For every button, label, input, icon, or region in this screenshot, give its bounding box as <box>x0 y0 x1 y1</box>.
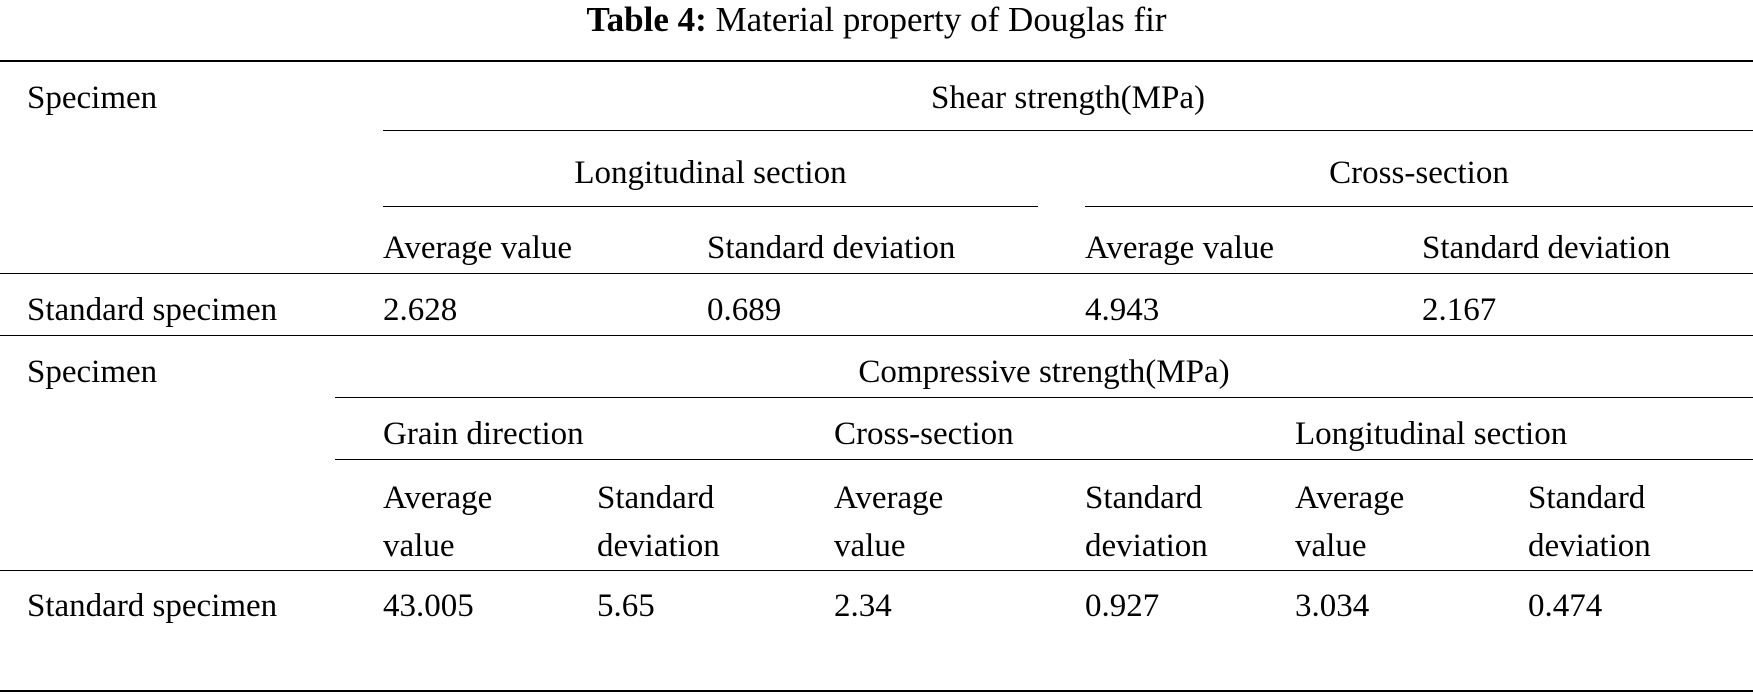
compressive-section-rule <box>335 459 1753 460</box>
shear-section-longitudinal: Longitudinal section <box>574 155 847 191</box>
shear-cell-3: 4.943 <box>1085 292 1160 328</box>
shear-section-rule-cross <box>1085 206 1753 207</box>
compressive-section-cross: Cross-section <box>834 416 1014 452</box>
compressive-row-label: Standard specimen <box>27 588 278 624</box>
shear-section-cross: Cross-section <box>1329 155 1509 191</box>
compressive-header-bottom-rule <box>0 570 1753 571</box>
compressive-group-header: Compressive strength(MPa) <box>858 354 1230 390</box>
table-caption: Table 4: Material property of Douglas fi… <box>0 2 1753 37</box>
compressive-cell-2: 5.65 <box>597 588 655 624</box>
compressive-cell-1: 43.005 <box>383 588 474 624</box>
compressive-col-stddev-3: Standard deviation <box>1528 480 1651 564</box>
shear-col-stddev-2: Standard deviation <box>1422 230 1671 266</box>
shear-col-stddev-1: Standard deviation <box>707 230 956 266</box>
table-top-rule <box>0 60 1753 62</box>
shear-section-rule-longitudinal <box>383 206 1038 207</box>
shear-block-bottom-rule <box>0 335 1753 336</box>
compressive-specimen-header: Specimen <box>27 354 158 390</box>
compressive-section-grain: Grain direction <box>383 416 584 452</box>
compressive-col-stddev-1: Standard deviation <box>597 480 720 564</box>
shear-group-rule <box>383 130 1753 131</box>
compressive-col-average-3: Average value <box>1295 480 1405 564</box>
compressive-group-rule <box>335 397 1753 398</box>
compressive-cell-4: 0.927 <box>1085 588 1160 624</box>
table-bottom-rule <box>0 690 1753 692</box>
shear-header-bottom-rule <box>0 273 1753 274</box>
caption-label: Table 4: <box>586 0 707 39</box>
shear-cell-4: 2.167 <box>1422 292 1497 328</box>
compressive-col-average-2: Average value <box>834 480 944 564</box>
shear-col-average-1: Average value <box>383 230 573 266</box>
shear-specimen-header: Specimen <box>27 80 158 116</box>
compressive-col-average-1: Average value <box>383 480 493 564</box>
compressive-section-longitudinal: Longitudinal section <box>1295 416 1568 452</box>
shear-row-label: Standard specimen <box>27 292 278 328</box>
caption-text: Material property of Douglas fir <box>715 0 1167 39</box>
shear-cell-1: 2.628 <box>383 292 458 328</box>
shear-cell-2: 0.689 <box>707 292 782 328</box>
compressive-cell-6: 0.474 <box>1528 588 1603 624</box>
shear-col-average-2: Average value <box>1085 230 1275 266</box>
compressive-cell-3: 2.34 <box>834 588 892 624</box>
compressive-col-stddev-2: Standard deviation <box>1085 480 1208 564</box>
compressive-cell-5: 3.034 <box>1295 588 1370 624</box>
shear-group-header: Shear strength(MPa) <box>930 80 1206 116</box>
